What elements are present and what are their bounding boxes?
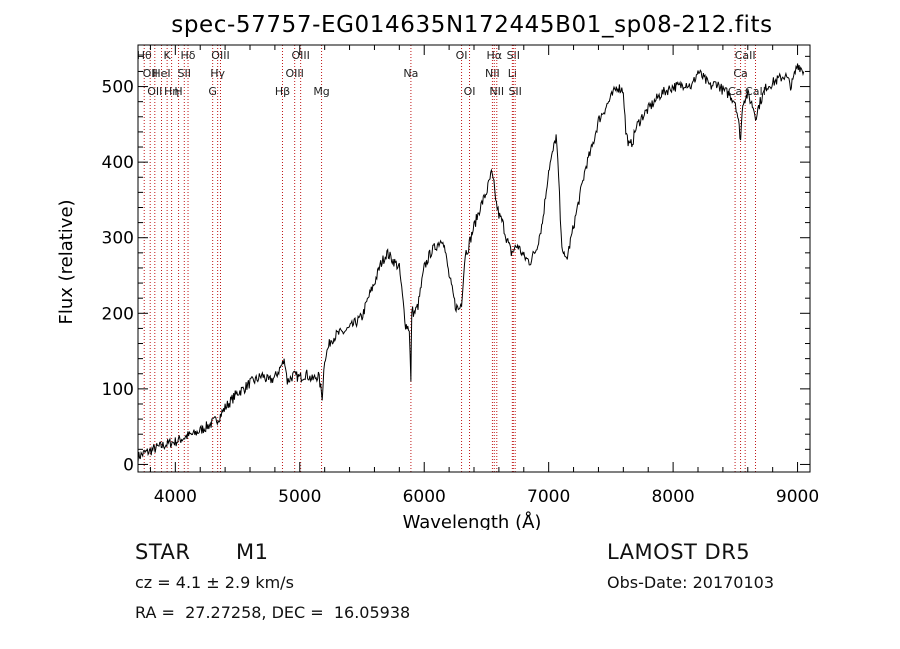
spectral-line-markers: HθOIIOIIHeIKHηHSIIHδGHγOIIIHβOIIIOIIIMgN… bbox=[137, 45, 766, 472]
spectral-line-label-25: Ca bbox=[728, 85, 742, 98]
spectrum-chart: spec-57757-EG014635N172445B01_sp08-212.f… bbox=[56, 12, 819, 530]
spectral-line-label-28: CaII bbox=[745, 85, 766, 98]
x-tick-label-5000: 5000 bbox=[278, 487, 321, 507]
observation-date: Obs-Date: 20170103 bbox=[607, 573, 775, 592]
spectral-line-label-14: OIII bbox=[291, 49, 309, 62]
y-axis-label: Flux (relative) bbox=[56, 199, 77, 324]
y-tick-label-500: 500 bbox=[102, 78, 134, 98]
spectral-line-label-6: H bbox=[174, 85, 182, 98]
y-tick-label-300: 300 bbox=[102, 229, 134, 249]
spectral-line-label-19: NII bbox=[485, 67, 500, 80]
spectral-line-label-9: G bbox=[208, 85, 217, 98]
spectral-line-label-1: OII bbox=[143, 67, 158, 80]
plot-frame bbox=[137, 44, 811, 473]
survey-name: LAMOST DR5 bbox=[607, 540, 751, 564]
spectral-line-label-12: Hβ bbox=[275, 85, 290, 98]
spectral-line-label-26: Ca bbox=[733, 67, 747, 80]
spectrum-line-0 bbox=[137, 63, 805, 463]
redshift-cz: cz = 4.1 ± 2.9 km/s bbox=[135, 573, 294, 592]
coordinates: RA = 27.27258, DEC = 16.05938 bbox=[135, 603, 411, 622]
x-axis-label: Wavelength (Å) bbox=[403, 511, 542, 530]
spectral-line-label-0: Hθ bbox=[137, 49, 152, 62]
chart-title: spec-57757-EG014635N172445B01_sp08-212.f… bbox=[171, 12, 773, 38]
spectral-line-label-27: CaII bbox=[735, 49, 756, 62]
spectral-line-label-10: Hγ bbox=[210, 67, 225, 80]
y-tick-label-400: 400 bbox=[102, 153, 134, 173]
x-tick-label-8000: 8000 bbox=[651, 487, 694, 507]
spectral-line-label-16: Na bbox=[403, 67, 418, 80]
spectrum-series bbox=[137, 63, 805, 463]
spectral-line-label-8: Hδ bbox=[181, 49, 196, 62]
y-axis: 0 100 200 300 400 500 bbox=[102, 55, 810, 475]
spectral-line-label-4: K bbox=[164, 49, 172, 62]
spectral-line-label-24: SII bbox=[508, 85, 521, 98]
spectral-line-label-22: Li bbox=[508, 67, 517, 80]
spectral-line-label-20: Hα bbox=[487, 49, 503, 62]
x-tick-label-4000: 4000 bbox=[154, 487, 197, 507]
y-tick-label-100: 100 bbox=[102, 380, 134, 400]
spectral-line-label-13: OIII bbox=[285, 67, 303, 80]
y-tick-label-0: 0 bbox=[123, 455, 134, 475]
spectral-line-label-2: OII bbox=[147, 85, 162, 98]
spectral-line-label-7: SII bbox=[178, 67, 191, 80]
spectral-line-label-17: OI bbox=[456, 49, 468, 62]
spectral-line-label-15: Mg bbox=[313, 85, 329, 98]
spectral-line-label-5: Hη bbox=[164, 85, 179, 98]
x-tick-label-9000: 9000 bbox=[776, 487, 819, 507]
x-tick-label-6000: 6000 bbox=[403, 487, 446, 507]
spectral-line-label-3: HeI bbox=[152, 67, 170, 80]
spectral-line-label-21: NII bbox=[489, 85, 504, 98]
object-class: STAR bbox=[135, 540, 191, 564]
y-tick-label-200: 200 bbox=[102, 304, 134, 324]
object-subclass: M1 bbox=[236, 540, 269, 564]
x-tick-label-7000: 7000 bbox=[527, 487, 570, 507]
x-axis: 4000 5000 6000 7000 8000 9000 bbox=[149, 45, 819, 507]
spectral-line-label-18: OI bbox=[464, 85, 476, 98]
spectral-line-label-23: SII bbox=[507, 49, 520, 62]
spectral-line-label-11: OIII bbox=[211, 49, 229, 62]
